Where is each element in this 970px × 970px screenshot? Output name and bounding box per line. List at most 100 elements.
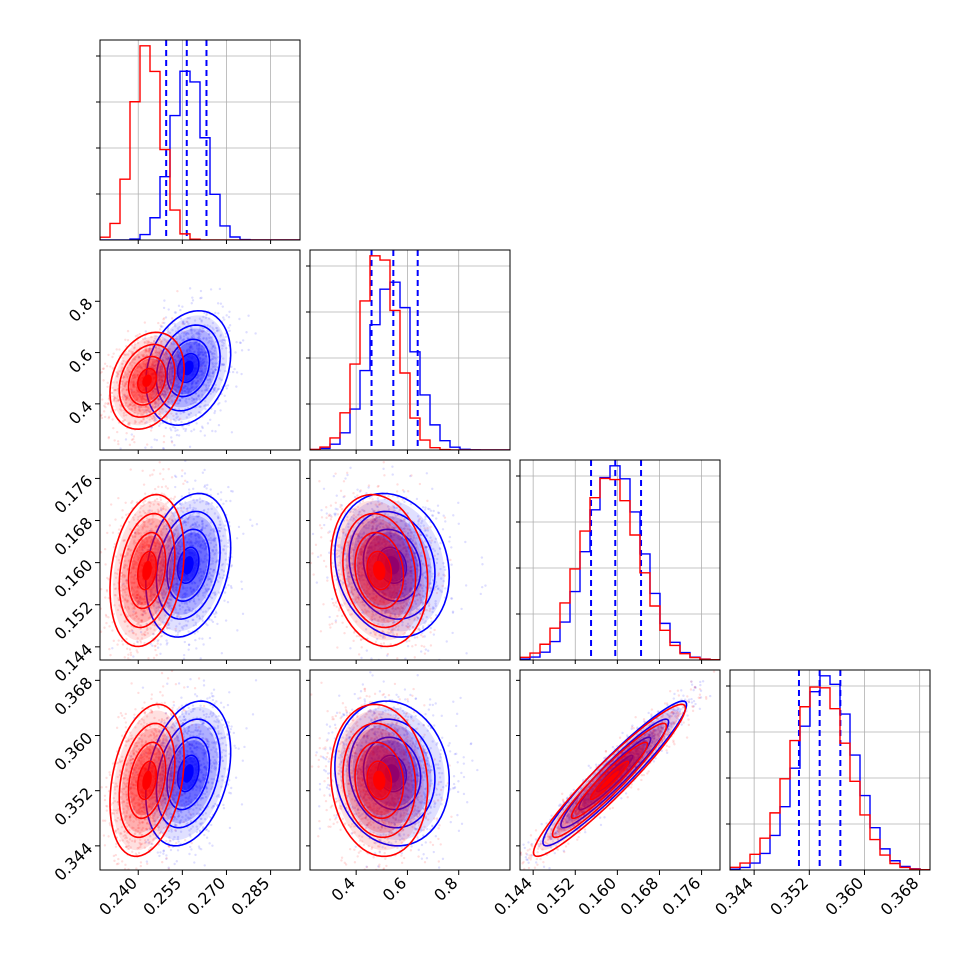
scatter-point	[185, 342, 189, 345]
scatter-point	[230, 489, 233, 493]
scatter-point	[146, 628, 149, 631]
scatter-point	[155, 541, 159, 544]
scatter-point	[150, 397, 154, 401]
scatter-point	[217, 517, 220, 520]
scatter-point	[181, 606, 184, 609]
scatter-point	[102, 379, 105, 382]
scatter-point	[153, 406, 157, 409]
scatter-point	[135, 404, 138, 408]
scatter-point	[123, 597, 127, 600]
scatter-point	[184, 384, 187, 388]
scatter-point	[167, 572, 170, 576]
scatter-point	[222, 502, 225, 505]
scatter-point	[137, 365, 141, 369]
scatter-point	[142, 483, 146, 486]
scatter-point	[202, 329, 206, 333]
scatter-point	[158, 617, 161, 620]
scatter-point	[113, 396, 117, 400]
scatter-point	[162, 560, 166, 563]
scatter-point	[136, 393, 139, 397]
scatter-point	[152, 389, 155, 393]
scatter-point	[189, 340, 192, 344]
scatter-point	[203, 434, 207, 437]
scatter-point	[139, 395, 142, 398]
scatter-point	[177, 381, 180, 384]
scatter-point	[146, 525, 149, 529]
scatter-point	[222, 363, 225, 366]
scatter-point	[155, 391, 158, 394]
scatter-point	[205, 313, 208, 317]
scatter-point	[194, 392, 198, 395]
scatter-point	[138, 596, 142, 599]
scatter-point	[141, 610, 145, 613]
scatter-point	[145, 626, 149, 629]
scatter-point	[149, 533, 153, 537]
scatter-point	[203, 555, 207, 558]
scatter-point	[171, 374, 174, 378]
scatter-point	[194, 392, 198, 395]
scatter-point	[159, 368, 162, 371]
scatter-point	[175, 577, 179, 581]
scatter-point	[198, 617, 201, 621]
scatter-point	[180, 331, 183, 334]
scatter-point	[179, 308, 182, 312]
scatter-point	[163, 338, 166, 341]
scatter-point	[141, 549, 145, 552]
scatter-point	[121, 382, 124, 386]
scatter-point	[158, 542, 161, 546]
scatter-point	[130, 344, 134, 347]
scatter-point	[204, 403, 207, 407]
scatter-point	[158, 410, 161, 414]
histogram-panel-1	[306, 249, 511, 451]
scatter-point	[191, 487, 195, 491]
scatter-point	[169, 366, 172, 369]
scatter-point	[151, 529, 154, 533]
scatter-point	[201, 353, 204, 356]
scatter-point	[135, 596, 138, 600]
scatter-point	[151, 361, 155, 364]
scatter-point	[105, 364, 109, 368]
scatter-point	[148, 595, 151, 598]
scatter-point	[113, 389, 116, 392]
scatter-point	[129, 571, 132, 574]
scatter-point	[113, 604, 116, 607]
scatter-point	[163, 605, 167, 609]
scatter-point	[158, 328, 162, 331]
scatter-point	[204, 316, 208, 319]
scatter-point	[176, 543, 180, 547]
scatter-point	[210, 336, 214, 339]
scatter-point	[188, 388, 191, 391]
scatter-point	[128, 423, 131, 427]
scatter-point	[179, 334, 182, 338]
scatter-point	[175, 380, 179, 383]
scatter-point	[149, 598, 152, 601]
scatter-point	[123, 573, 126, 577]
scatter-point	[120, 571, 124, 575]
scatter-panel-1-2	[309, 459, 511, 661]
scatter-point	[185, 589, 188, 592]
scatter-point	[156, 639, 159, 643]
scatter-point	[188, 349, 191, 353]
scatter-point	[195, 422, 198, 425]
scatter-point	[149, 395, 152, 398]
scatter-point	[140, 366, 144, 370]
scatter-point	[184, 595, 187, 598]
scatter-point	[132, 385, 135, 388]
scatter-point	[141, 394, 145, 397]
scatter-point	[159, 415, 162, 419]
scatter-point	[192, 398, 196, 401]
scatter-point	[199, 352, 202, 355]
scatter-point	[142, 520, 146, 524]
scatter-point	[152, 656, 156, 660]
scatter-point	[158, 424, 161, 428]
scatter-point	[126, 548, 130, 551]
scatter-point	[157, 353, 160, 357]
scatter-point	[133, 390, 136, 394]
scatter-point	[164, 352, 168, 355]
scatter-point	[129, 614, 132, 618]
scatter-point	[196, 331, 199, 334]
scatter-point	[174, 395, 177, 399]
scatter-point	[136, 562, 139, 565]
scatter-point	[147, 350, 150, 353]
scatter-point	[221, 338, 224, 342]
